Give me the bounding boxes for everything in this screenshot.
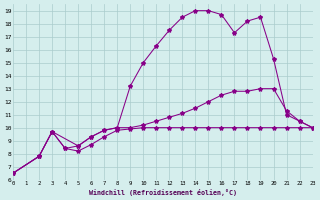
- X-axis label: Windchill (Refroidissement éolien,°C): Windchill (Refroidissement éolien,°C): [89, 189, 237, 196]
